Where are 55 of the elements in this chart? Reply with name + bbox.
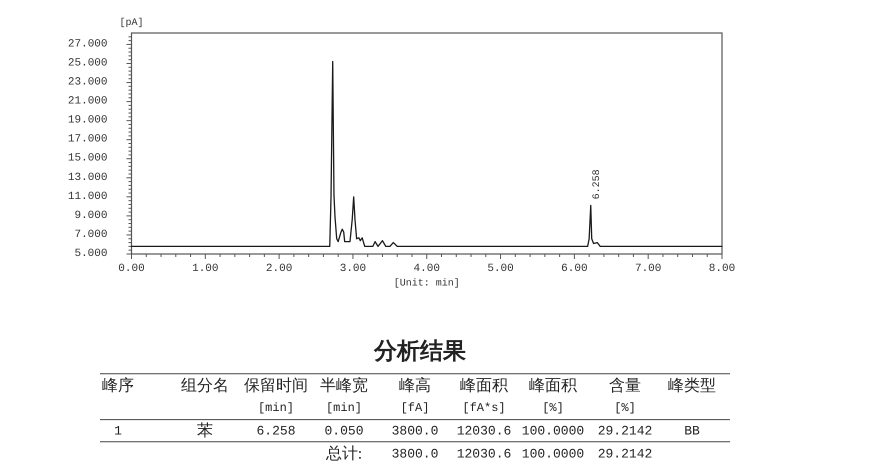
- x-tick-label: 7.00: [634, 263, 662, 275]
- y-tick-label: 19.000: [68, 114, 108, 127]
- text: [%]: [614, 401, 636, 415]
- x-tick-label: 0.00: [118, 263, 145, 275]
- text: 29.2142: [598, 446, 652, 462]
- text: 分析结果: [373, 338, 466, 364]
- x-tick-label: 6.00: [561, 263, 588, 275]
- y-tick-label: 23.000: [68, 76, 108, 89]
- y-tick-label: 25.000: [68, 57, 108, 70]
- text: 1: [114, 424, 122, 438]
- text: 保留时间: [244, 376, 308, 394]
- y-tick-label: 7.000: [74, 228, 108, 241]
- text: 总计:: [324, 444, 362, 462]
- text: [fA]: [400, 401, 430, 415]
- x-tick-label: 3.00: [340, 263, 366, 275]
- y-tick-label: 5.000: [74, 248, 108, 260]
- x-tick-label: 8.00: [708, 263, 736, 275]
- text: 12030.6: [456, 446, 512, 462]
- text: 100.0000: [522, 446, 584, 462]
- text: 12030.6: [456, 424, 512, 438]
- y-tick-label: 11.000: [68, 190, 108, 203]
- text: 峰类型: [668, 376, 716, 394]
- text: [fA*s]: [462, 401, 506, 415]
- y-tick-label: 21.000: [68, 96, 108, 108]
- y-axis-title: [pA]: [120, 17, 144, 29]
- text: [%]: [542, 401, 564, 415]
- y-tick-label: 17.000: [68, 134, 108, 146]
- text: 峰高: [399, 376, 431, 394]
- text: 苯: [197, 422, 213, 440]
- y-tick-label: 9.000: [74, 210, 108, 222]
- text: BB: [684, 424, 700, 438]
- text: [min]: [258, 401, 294, 415]
- text: 组分名: [181, 378, 229, 394]
- text: 峰面积: [529, 378, 577, 394]
- text: 100.0000: [522, 424, 584, 438]
- text: 3800.0: [392, 424, 438, 438]
- x-tick-label: 1.00: [192, 263, 219, 275]
- x-axis-title: [Unit: min]: [394, 278, 460, 290]
- text: 3800.0: [392, 446, 438, 462]
- text: 峰面积: [460, 378, 508, 394]
- y-tick-label: 13.000: [68, 172, 108, 184]
- line-series: [130, 60, 723, 248]
- x-tick-label: 5.00: [487, 263, 514, 275]
- text: 6.258: [256, 424, 296, 438]
- text: [min]: [326, 401, 362, 415]
- text: 29.2142: [598, 424, 652, 438]
- y-tick-label: 15.000: [68, 152, 108, 165]
- text: 半峰宽: [320, 376, 368, 394]
- text: 含量: [609, 376, 641, 394]
- x-tick-label: 2.00: [266, 263, 292, 275]
- text: 0.050: [324, 424, 364, 438]
- x-tick-label: 4.00: [414, 263, 440, 275]
- text: 峰序: [102, 376, 134, 394]
- annotation: 6.258: [592, 169, 604, 200]
- y-tick-label: 27.000: [68, 38, 108, 50]
